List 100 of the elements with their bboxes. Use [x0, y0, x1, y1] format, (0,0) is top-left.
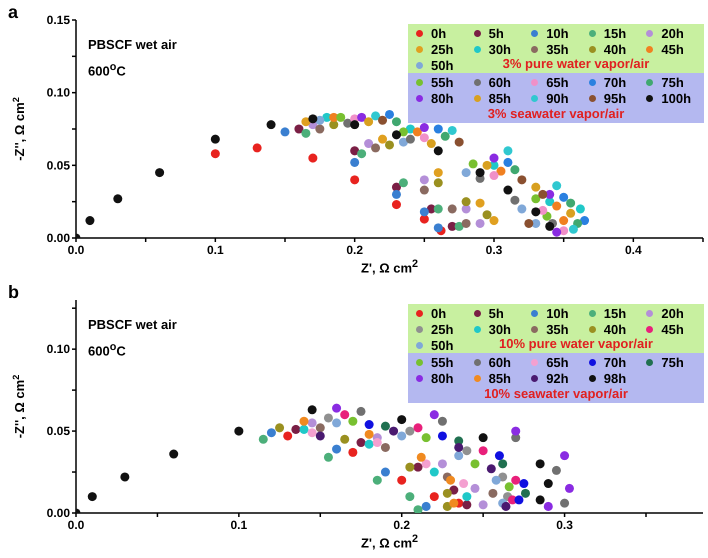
point	[489, 154, 499, 163]
point	[420, 123, 429, 132]
point	[397, 476, 406, 485]
point	[340, 434, 350, 444]
annotation: 10% seawater vapor/air	[483, 386, 629, 401]
point	[416, 452, 426, 462]
point	[545, 222, 554, 231]
point	[434, 124, 443, 134]
point	[462, 168, 471, 178]
point	[356, 438, 366, 448]
point	[564, 484, 574, 493]
legend-label: 0h	[431, 306, 446, 321]
point	[324, 413, 333, 422]
point	[266, 428, 276, 438]
legend-label: 40h	[604, 42, 626, 57]
point	[384, 140, 394, 150]
x-tick-label: 0.3	[486, 243, 503, 257]
point	[454, 138, 464, 147]
point	[430, 492, 439, 502]
point	[580, 216, 590, 226]
point	[389, 426, 398, 436]
point	[517, 204, 526, 214]
point	[364, 440, 374, 449]
x-tick-label: 0.2	[346, 243, 364, 257]
point	[316, 423, 325, 432]
point	[406, 134, 415, 144]
point	[498, 472, 508, 482]
annotation: 600$^{o}$C	[88, 60, 127, 80]
x-tick-label: 0.2	[393, 518, 410, 532]
point	[440, 132, 450, 141]
point	[88, 492, 97, 502]
legend-label: 85h	[488, 91, 511, 106]
point	[438, 416, 447, 426]
legend-label: 65h	[546, 355, 569, 370]
point	[252, 143, 262, 152]
annotation: 600$^{o}$C	[88, 340, 127, 360]
point	[316, 431, 325, 440]
y-tick-label: 0.10	[46, 342, 70, 356]
point	[413, 462, 423, 472]
legend-label: 95h	[604, 91, 626, 106]
legend-label: 55h	[431, 355, 454, 370]
point	[430, 468, 439, 477]
x-tick-label: 0.4	[624, 243, 642, 257]
point	[468, 159, 478, 168]
point	[434, 204, 443, 214]
point	[169, 450, 178, 459]
legend-label: 25h	[431, 322, 454, 337]
point	[380, 468, 390, 477]
point	[378, 116, 388, 125]
annotation: 3% seawater vapor/air	[486, 106, 626, 121]
legend-label: 35h	[546, 42, 569, 57]
point	[299, 424, 309, 434]
point	[503, 158, 512, 167]
x-tick-label: 0.3	[556, 518, 574, 532]
point	[531, 182, 540, 192]
legend-label: 100h	[661, 91, 692, 106]
point	[511, 426, 520, 436]
point	[350, 175, 360, 184]
point	[210, 134, 220, 144]
chart-title: a	[8, 2, 18, 23]
point	[503, 186, 512, 195]
point	[275, 423, 284, 432]
point	[413, 505, 423, 513]
point	[454, 222, 464, 231]
point	[280, 127, 290, 136]
point	[462, 500, 472, 510]
legend-label: 25h	[431, 42, 454, 57]
point	[434, 223, 443, 232]
point	[448, 204, 457, 214]
point	[85, 216, 94, 226]
point	[494, 451, 504, 460]
point	[560, 451, 570, 460]
point	[397, 415, 406, 424]
y-tick-label: 0.10	[46, 86, 70, 100]
point	[434, 178, 443, 188]
y-tick-label: 0.00	[46, 506, 70, 520]
legend-label: 50h	[431, 58, 454, 73]
point	[350, 120, 360, 130]
point	[413, 423, 423, 432]
point	[566, 208, 576, 218]
point	[357, 149, 366, 158]
point	[544, 479, 553, 488]
point	[470, 459, 480, 468]
point	[392, 130, 401, 140]
point	[336, 112, 346, 122]
point	[405, 492, 414, 502]
point	[504, 482, 514, 492]
point	[544, 502, 553, 511]
annotation: 3% pure water vapor/air	[502, 56, 650, 71]
point	[364, 117, 374, 126]
point	[392, 190, 401, 199]
point	[380, 422, 390, 431]
point	[501, 502, 510, 511]
annotation: PBSCF wet air	[88, 36, 177, 54]
point	[511, 476, 520, 485]
annotation: 10% pure water vapor/air	[499, 336, 653, 351]
point	[566, 198, 576, 208]
legend-label: 10h	[546, 306, 569, 321]
point	[266, 120, 276, 130]
point	[422, 433, 431, 442]
